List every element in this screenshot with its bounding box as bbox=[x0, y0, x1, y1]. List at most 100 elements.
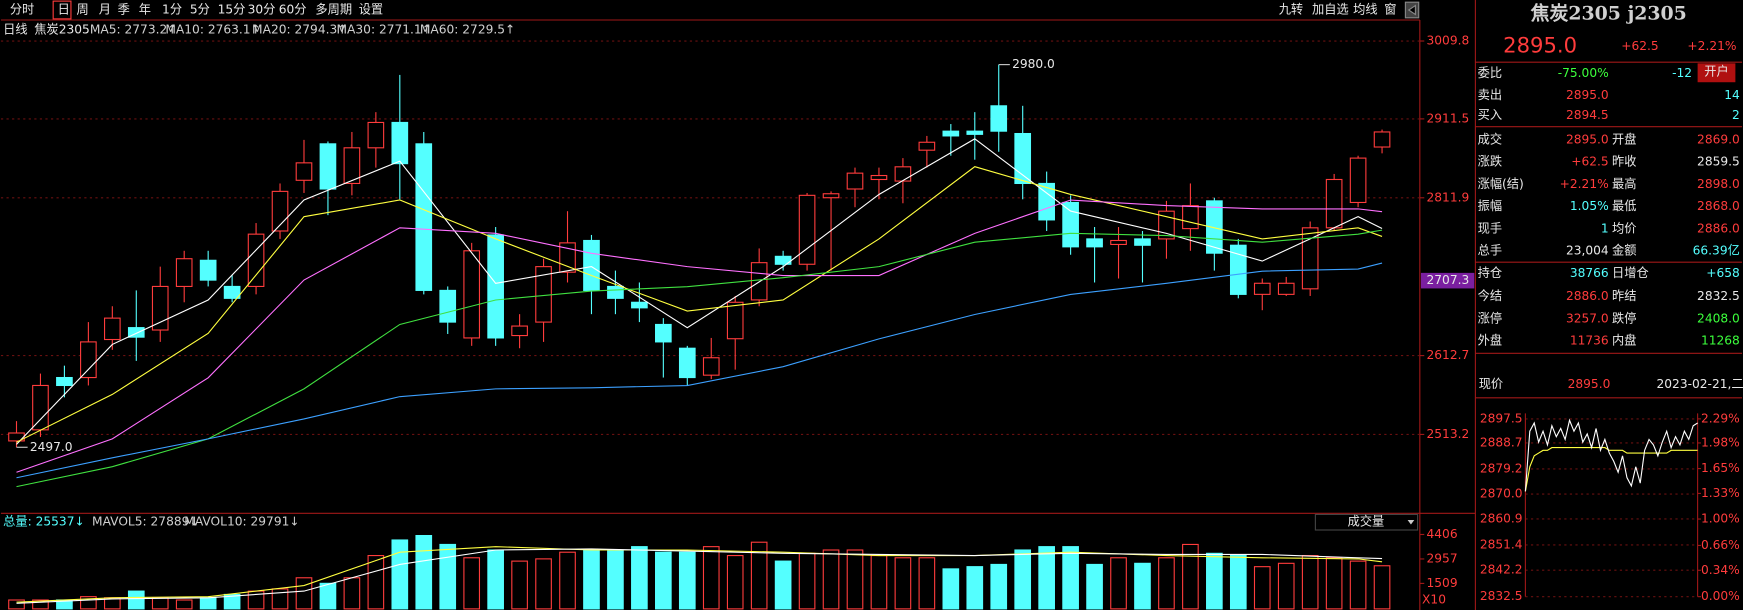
intraday-date: 2023-02-21,二 bbox=[1657, 377, 1743, 391]
candle-body bbox=[1229, 244, 1247, 295]
candle-body bbox=[1301, 227, 1319, 290]
average-line bbox=[1524, 447, 1698, 492]
y2-tick-label: 0.00% bbox=[1701, 589, 1740, 603]
volume-bar bbox=[655, 551, 672, 610]
volume-bar bbox=[175, 599, 193, 610]
volume-bar bbox=[559, 551, 576, 610]
volume-bar bbox=[343, 577, 361, 610]
volume-bar bbox=[822, 549, 840, 610]
y2-tick-label: 1.00% bbox=[1701, 512, 1740, 526]
ma-legend: MA20: 2794.3↑ bbox=[252, 23, 347, 37]
y-tick-label: 2870.0 bbox=[1480, 487, 1523, 501]
quote-value: +658 bbox=[1706, 266, 1740, 280]
ma-line bbox=[16, 229, 1383, 488]
quote-label: 金额 bbox=[1612, 243, 1636, 258]
y2-tick-label: 1.33% bbox=[1701, 486, 1740, 500]
volume-bar bbox=[607, 549, 624, 610]
quote-value: 11268 bbox=[1701, 334, 1740, 348]
ma-legend: MA5: 2773.2↑ bbox=[90, 23, 178, 37]
quote-label: 涨停 bbox=[1478, 310, 1502, 325]
quote-label: 最低 bbox=[1612, 199, 1636, 213]
y2-tick-label: 2.29% bbox=[1701, 411, 1740, 425]
quote-label: 涨跌 bbox=[1478, 154, 1502, 169]
quote-label: 跌停 bbox=[1612, 310, 1636, 325]
intraday-label: 现价 bbox=[1479, 377, 1503, 391]
candle-body bbox=[583, 239, 600, 291]
volume-bar bbox=[32, 599, 49, 610]
quote-label: 持仓 bbox=[1478, 265, 1502, 280]
period-tab: 30分 bbox=[248, 3, 276, 17]
candle-body bbox=[726, 301, 744, 340]
candle-body bbox=[511, 325, 528, 337]
y2-tick-label: 0.66% bbox=[1701, 538, 1740, 552]
candle-body bbox=[1014, 132, 1032, 185]
candle-body bbox=[942, 130, 960, 137]
volume-bar bbox=[1086, 563, 1103, 610]
candle-body bbox=[151, 285, 169, 331]
candle-body bbox=[199, 259, 217, 281]
indicator-name: 成交量 bbox=[1348, 514, 1385, 529]
last-price: 2895.0 bbox=[1503, 33, 1577, 58]
candle-body bbox=[918, 141, 936, 151]
tool-button: 均线 bbox=[1353, 3, 1377, 17]
volume-bar bbox=[271, 588, 289, 610]
quote-value: 2859.5 bbox=[1697, 155, 1740, 169]
quote-label: 卖出 bbox=[1478, 88, 1502, 102]
candle-body bbox=[223, 285, 241, 299]
candle-body bbox=[439, 289, 457, 323]
open-account-button[interactable] bbox=[1697, 63, 1736, 83]
quote-value: 2895.0 bbox=[1566, 88, 1609, 102]
candle-body bbox=[463, 250, 481, 339]
y-tick-label: 2851.4 bbox=[1480, 537, 1523, 551]
candle-body bbox=[319, 143, 337, 190]
quote-label: 委比 bbox=[1478, 66, 1502, 80]
candle-body bbox=[1325, 178, 1343, 229]
candle-body bbox=[343, 147, 361, 185]
candle-body bbox=[1349, 157, 1367, 204]
symbol: 焦炭2305 bbox=[34, 23, 90, 37]
indicator-select[interactable] bbox=[1314, 513, 1419, 531]
quote-value: 3257.0 bbox=[1566, 311, 1609, 325]
volume-bar bbox=[151, 597, 169, 610]
period-tab: 季 bbox=[118, 3, 130, 17]
quote-label: 总手 bbox=[1478, 244, 1502, 258]
volume-bar bbox=[1158, 557, 1175, 610]
y-tick-label: 2513.2 bbox=[1427, 427, 1470, 441]
quote-value: +62.5 bbox=[1571, 155, 1608, 169]
candle-body bbox=[247, 233, 265, 287]
collapse-button[interactable] bbox=[1404, 1, 1420, 19]
annotation: 2497.0 bbox=[30, 440, 73, 454]
quote-label: 内盘 bbox=[1612, 333, 1636, 348]
quote-value: 2869.0 bbox=[1697, 133, 1740, 147]
candle-body bbox=[1206, 200, 1223, 254]
quote-value: 1.05% bbox=[1570, 199, 1609, 213]
volume-bar bbox=[942, 568, 960, 610]
volume-bar bbox=[391, 539, 409, 610]
volume-bar bbox=[1014, 549, 1032, 610]
volume-bar bbox=[415, 534, 433, 610]
tool-button: 加自选 bbox=[1312, 3, 1349, 17]
chart-title: 日线 bbox=[3, 23, 27, 37]
candle-body bbox=[295, 162, 313, 181]
volume-bar bbox=[199, 597, 217, 610]
volume-bar bbox=[367, 555, 385, 610]
quote-value: 38766 bbox=[1570, 266, 1609, 280]
volume-ma-line bbox=[16, 546, 1383, 603]
volume-bar bbox=[223, 593, 241, 610]
y-tick-label: 1509 bbox=[1427, 576, 1458, 590]
volume-bar bbox=[1301, 555, 1319, 610]
y-tick-label: 2879.2 bbox=[1480, 461, 1523, 475]
volume-ma-legend: MAVOL5: 27889↓ bbox=[92, 515, 200, 529]
quote-label: 昨收 bbox=[1612, 155, 1636, 169]
volume-bar bbox=[1349, 560, 1367, 610]
period-tab: 年 bbox=[139, 3, 151, 17]
candle-body bbox=[655, 323, 672, 343]
quote-value: 11736 bbox=[1570, 334, 1609, 348]
candle-body bbox=[367, 121, 385, 149]
period-tab: 15分 bbox=[218, 3, 246, 17]
candle-body bbox=[1182, 205, 1199, 230]
volume-bar bbox=[1134, 562, 1151, 610]
quote-label: 买入 bbox=[1478, 108, 1502, 122]
quote-label: 成交 bbox=[1478, 132, 1502, 147]
